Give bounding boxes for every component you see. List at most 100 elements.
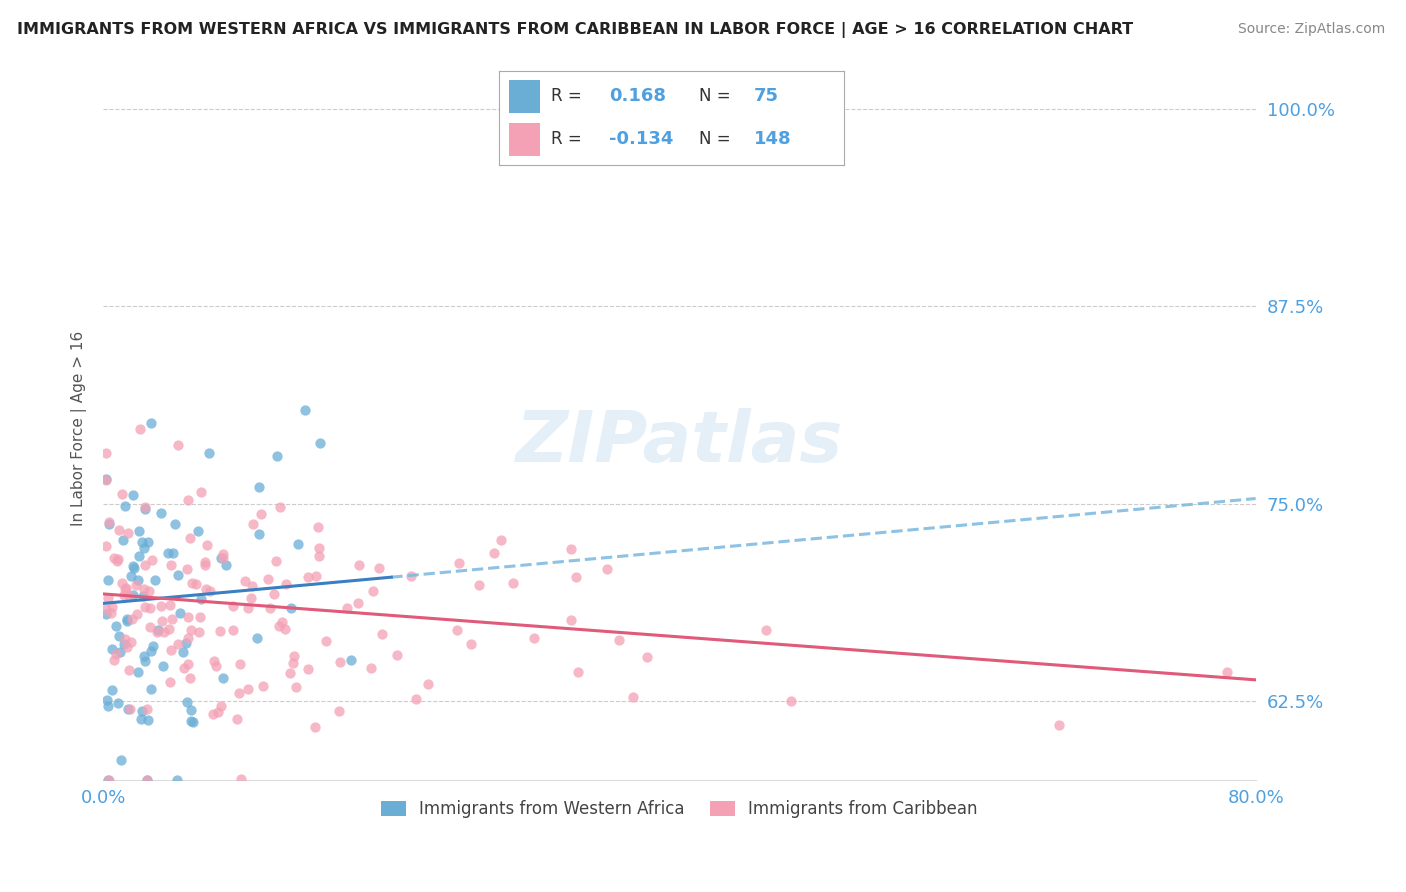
Point: [274, 622, 297, 636]
Point: [560, 613, 582, 627]
Point: [297, 570, 319, 584]
Point: [209, 699, 232, 714]
Point: [263, 587, 285, 601]
Point: [287, 537, 309, 551]
Point: [179, 531, 201, 545]
Point: [180, 623, 202, 637]
Point: [103, 653, 125, 667]
Point: [97, 773, 120, 788]
Point: [202, 706, 225, 721]
Point: [115, 612, 138, 626]
Point: [115, 614, 138, 628]
Point: [166, 567, 188, 582]
Point: [134, 558, 156, 572]
Point: [177, 657, 200, 671]
Point: [560, 541, 582, 556]
Point: [114, 499, 136, 513]
FancyBboxPatch shape: [509, 79, 540, 112]
Text: N =: N =: [699, 87, 735, 105]
Point: [127, 665, 149, 679]
Point: [169, 606, 191, 620]
Point: [225, 713, 247, 727]
Point: [304, 720, 326, 734]
Point: [294, 403, 316, 417]
Point: [107, 629, 129, 643]
Point: [339, 652, 361, 666]
Text: IMMIGRANTS FROM WESTERN AFRICA VS IMMIGRANTS FROM CARIBBEAN IN LABOR FORCE | AGE: IMMIGRANTS FROM WESTERN AFRICA VS IMMIGR…: [17, 22, 1133, 38]
Point: [125, 578, 148, 592]
Point: [120, 635, 142, 649]
Point: [240, 579, 263, 593]
Legend: Immigrants from Western Africa, Immigrants from Caribbean: Immigrants from Western Africa, Immigran…: [374, 793, 984, 825]
Point: [607, 633, 630, 648]
Point: [132, 541, 155, 555]
Point: [329, 655, 352, 669]
Point: [162, 546, 184, 560]
Point: [247, 480, 270, 494]
Point: [132, 648, 155, 663]
Point: [159, 598, 181, 612]
Point: [283, 649, 305, 664]
Point: [117, 702, 139, 716]
Point: [222, 599, 245, 613]
Point: [502, 575, 524, 590]
Point: [198, 583, 221, 598]
Point: [446, 623, 468, 637]
Point: [194, 555, 217, 569]
Point: [160, 612, 183, 626]
Point: [405, 691, 427, 706]
Point: [180, 703, 202, 717]
Point: [108, 645, 131, 659]
Point: [190, 484, 212, 499]
Point: [280, 600, 302, 615]
Point: [567, 665, 589, 680]
Point: [308, 541, 330, 556]
Point: [194, 558, 217, 572]
Point: [385, 648, 408, 663]
Point: [274, 576, 297, 591]
Point: [105, 648, 128, 662]
Point: [141, 681, 163, 696]
Point: [114, 632, 136, 647]
Point: [105, 619, 128, 633]
Point: [228, 657, 250, 672]
Point: [97, 515, 120, 529]
Point: [204, 659, 226, 673]
Point: [136, 534, 159, 549]
Point: [97, 573, 120, 587]
Point: [187, 524, 209, 538]
Point: [315, 634, 337, 648]
Point: [361, 583, 384, 598]
Point: [596, 562, 619, 576]
Point: [252, 679, 274, 693]
Point: [194, 582, 217, 597]
Point: [229, 772, 252, 786]
Point: [122, 588, 145, 602]
Point: [177, 631, 200, 645]
Point: [146, 624, 169, 639]
Point: [143, 573, 166, 587]
Point: [209, 624, 232, 638]
Point: [136, 714, 159, 728]
Point: [138, 601, 160, 615]
Point: [347, 596, 370, 610]
Point: [94, 473, 117, 487]
Point: [228, 685, 250, 699]
Point: [211, 671, 233, 685]
Point: [250, 507, 273, 521]
Point: [117, 526, 139, 541]
Text: -0.134: -0.134: [609, 130, 673, 148]
Point: [111, 487, 134, 501]
Point: [129, 712, 152, 726]
Point: [152, 658, 174, 673]
Point: [259, 601, 281, 615]
Point: [110, 753, 132, 767]
Point: [236, 681, 259, 696]
Point: [134, 654, 156, 668]
Point: [207, 706, 229, 720]
Text: R =: R =: [551, 87, 586, 105]
Point: [202, 654, 225, 668]
Point: [114, 582, 136, 597]
Point: [349, 558, 371, 572]
Point: [184, 577, 207, 591]
